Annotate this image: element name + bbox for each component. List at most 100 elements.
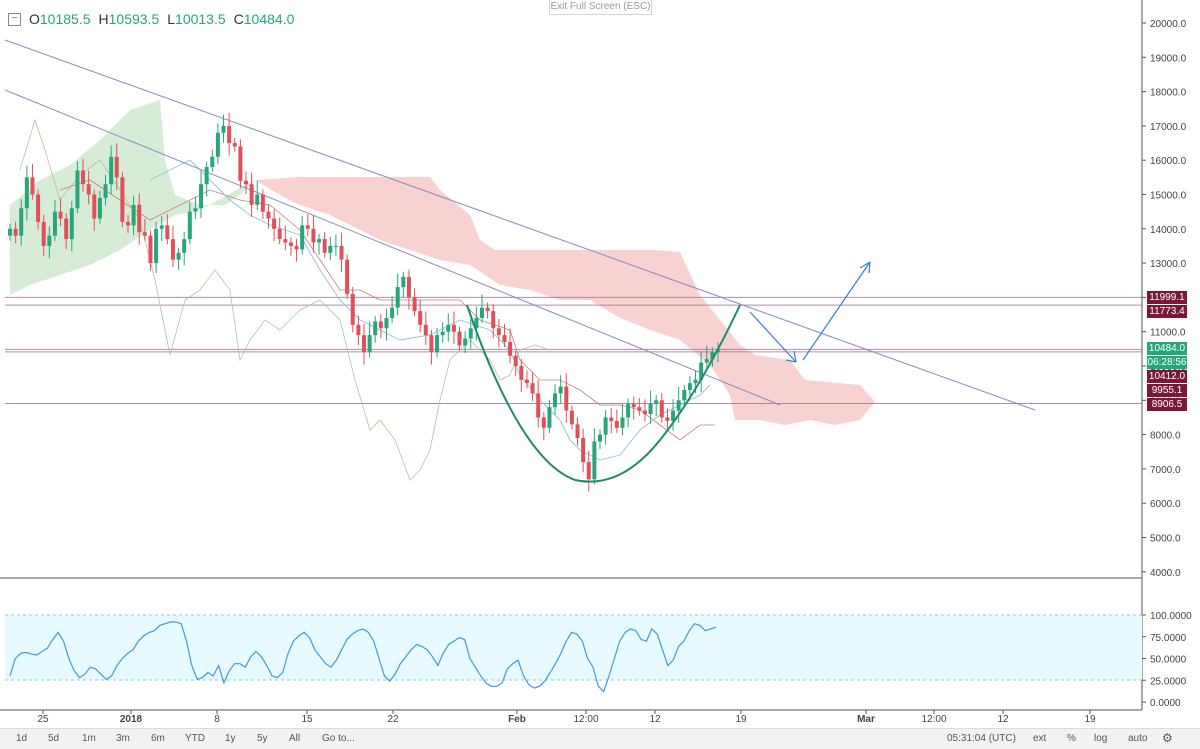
- auto-toggle[interactable]: auto: [1128, 733, 1148, 744]
- candle-body: [120, 177, 125, 222]
- candle-body: [592, 441, 597, 480]
- candle-body: [558, 386, 563, 394]
- candle-body: [373, 321, 378, 336]
- range-all-button[interactable]: All: [289, 733, 301, 744]
- range-3m-button[interactable]: 3m: [116, 733, 130, 744]
- up-arrow-drawing: [802, 261, 871, 361]
- candle-body: [502, 335, 507, 342]
- candle-body: [58, 211, 63, 219]
- ext-toggle[interactable]: ext: [1033, 733, 1047, 744]
- candle-body: [277, 228, 282, 240]
- candle-body: [193, 208, 198, 212]
- high-value: 10593.5: [108, 11, 160, 27]
- range-1d-button[interactable]: 1d: [16, 733, 28, 744]
- candle-body: [232, 143, 237, 147]
- candle-body: [637, 407, 642, 411]
- candle-body: [508, 341, 513, 356]
- candle-body: [395, 287, 400, 308]
- candle-body: [294, 245, 299, 250]
- price-tick-label: 13000.0: [1150, 259, 1187, 270]
- candle-body: [682, 390, 687, 401]
- ichimoku-cloud-red: [255, 177, 875, 425]
- down-arrow-drawing: [749, 311, 797, 363]
- range-ytd-button[interactable]: YTD: [185, 733, 205, 744]
- candle-body: [463, 338, 468, 346]
- candle-body: [142, 232, 147, 236]
- time-tick-label: 2018: [120, 714, 143, 725]
- time-tick-label: 12:00: [573, 714, 598, 725]
- lagging-span-line: [19, 118, 551, 481]
- candle-body: [328, 245, 333, 253]
- candle-body: [699, 362, 704, 380]
- candle-body: [255, 194, 260, 205]
- candle-body: [81, 170, 86, 185]
- osc-tick-label: 100.0000: [1150, 611, 1192, 622]
- candle-body: [626, 403, 631, 418]
- low-value: 10013.5: [175, 11, 226, 27]
- candle-body: [474, 317, 479, 329]
- range-6m-button[interactable]: 6m: [151, 733, 165, 744]
- candle-body: [19, 208, 24, 236]
- candle-body: [8, 228, 12, 236]
- price-tick-label: 11000.0: [1150, 328, 1186, 339]
- candle-body: [485, 307, 490, 312]
- upper-trendline: [4, 39, 1036, 411]
- candle-body: [210, 156, 215, 168]
- candle-body: [609, 417, 614, 421]
- candle-body: [30, 177, 35, 195]
- price-badge-8906: 8906.5: [1147, 398, 1187, 411]
- log-toggle[interactable]: log: [1094, 733, 1108, 744]
- candle-body: [687, 383, 692, 391]
- candle-body: [423, 324, 428, 336]
- time-tick-label: Feb: [508, 714, 526, 725]
- range-5d-button[interactable]: 5d: [48, 733, 60, 744]
- price-badge-11773: 11773.4: [1147, 305, 1187, 318]
- exit-fullscreen-button[interactable]: Exit Full Screen (ESC): [549, 0, 652, 15]
- open-value: 10185.5: [39, 11, 91, 27]
- candle-body: [536, 393, 541, 418]
- candle-body: [109, 156, 114, 185]
- collapse-icon[interactable]: −: [8, 12, 21, 26]
- candle-body: [654, 400, 659, 404]
- oscillator-band: [5, 615, 1142, 680]
- low-label: L: [167, 11, 176, 27]
- gear-icon[interactable]: ⚙: [1162, 731, 1173, 745]
- candle-body: [52, 211, 57, 236]
- candle-body: [238, 146, 243, 181]
- candle-body: [204, 167, 209, 185]
- candle-body: [345, 259, 350, 294]
- time-tick-label: 19: [1084, 714, 1096, 725]
- candle-body: [704, 359, 709, 363]
- candle-body: [575, 424, 580, 439]
- goto-button[interactable]: Go to...: [322, 733, 355, 744]
- candle-body: [519, 366, 524, 380]
- candle-body: [24, 177, 29, 209]
- osc-tick-label: 25.0000: [1150, 676, 1187, 687]
- candle-body: [564, 386, 569, 411]
- range-1m-button[interactable]: 1m: [82, 733, 96, 744]
- candle-body: [283, 239, 288, 243]
- candle-body: [97, 197, 102, 219]
- price-tick-label: 15000.0: [1150, 191, 1187, 202]
- range-1y-button[interactable]: 1y: [225, 733, 236, 744]
- candle-body: [513, 355, 518, 366]
- bottom-toolbar: 1d 5d 1m 3m 6m YTD 1y 5y All Go to... 05…: [0, 728, 1200, 749]
- candle-body: [435, 335, 440, 353]
- candle-body: [614, 420, 619, 428]
- cup-pattern-curve: [466, 304, 741, 483]
- close-label: C: [233, 11, 244, 27]
- range-5y-button[interactable]: 5y: [257, 733, 268, 744]
- candle-body: [665, 417, 670, 421]
- candle-body: [92, 194, 97, 219]
- candle-body: [378, 321, 383, 329]
- candle-body: [215, 132, 220, 157]
- candle-body: [553, 393, 558, 408]
- time-tick-label: Mar: [857, 714, 875, 725]
- percent-toggle[interactable]: %: [1067, 733, 1076, 744]
- candle-body: [305, 225, 310, 229]
- candle-body: [244, 180, 248, 185]
- candle-body: [642, 410, 647, 415]
- price-tick-label: 5000.0: [1150, 534, 1181, 545]
- candle-body: [317, 239, 322, 243]
